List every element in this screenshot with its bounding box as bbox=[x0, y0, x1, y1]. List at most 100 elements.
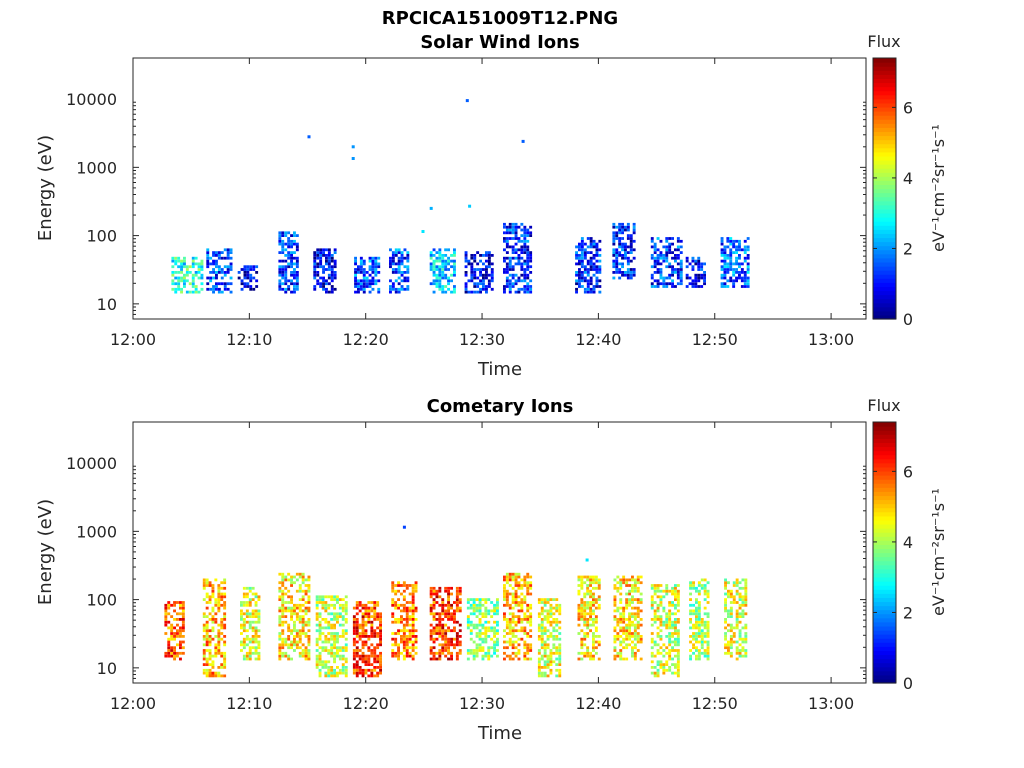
heatmap-cell bbox=[633, 618, 637, 621]
heatmap-cell bbox=[526, 651, 530, 655]
heatmap-cell bbox=[429, 592, 433, 596]
heatmap-cell bbox=[194, 287, 198, 291]
heatmap-cell bbox=[475, 623, 479, 627]
colorbar-swatch bbox=[873, 306, 896, 312]
heatmap-cell bbox=[281, 268, 285, 271]
heatmap-cell bbox=[746, 254, 750, 257]
heatmap-cell bbox=[577, 615, 581, 618]
heatmap-cell bbox=[583, 271, 587, 274]
heatmap-cell bbox=[526, 584, 530, 587]
heatmap-cell bbox=[170, 632, 174, 635]
heatmap-cell bbox=[592, 603, 595, 607]
heatmap-cell bbox=[338, 606, 342, 610]
heatmap-cell bbox=[379, 640, 382, 644]
heatmap-cell bbox=[217, 637, 221, 641]
heatmap-cell bbox=[595, 271, 599, 274]
heatmap-cell bbox=[511, 606, 515, 610]
heatmap-cell bbox=[359, 285, 363, 288]
heatmap-cell bbox=[470, 262, 474, 266]
heatmap-cell bbox=[520, 584, 524, 587]
heatmap-cell bbox=[293, 285, 296, 288]
heatmap-cell bbox=[435, 623, 439, 627]
heatmap-cell bbox=[671, 256, 674, 260]
heatmap-cell bbox=[248, 615, 252, 618]
heatmap-cell bbox=[435, 259, 439, 263]
heatmap-cell bbox=[379, 623, 382, 627]
heatmap-cell bbox=[315, 663, 319, 666]
heatmap-cell bbox=[636, 635, 640, 638]
heatmap-cell bbox=[180, 268, 183, 271]
heatmap-cell bbox=[205, 601, 209, 604]
heatmap-cell bbox=[615, 268, 619, 271]
heatmap-cell bbox=[242, 620, 246, 624]
heatmap-cell bbox=[505, 654, 509, 658]
heatmap-cell bbox=[653, 615, 657, 618]
heatmap-cell bbox=[558, 606, 562, 610]
heatmap-cell bbox=[583, 618, 587, 621]
heatmap-cell bbox=[301, 595, 305, 599]
heatmap-cell bbox=[301, 603, 305, 607]
heatmap-cell bbox=[316, 279, 320, 283]
heatmap-cell bbox=[543, 609, 547, 613]
heatmap-cell bbox=[628, 629, 631, 633]
heatmap-cell bbox=[735, 251, 738, 254]
heatmap-cell bbox=[278, 271, 282, 274]
heatmap-cell bbox=[206, 282, 210, 286]
heatmap-cell bbox=[546, 615, 550, 618]
heatmap-cell bbox=[447, 248, 450, 252]
heatmap-cell bbox=[508, 603, 512, 607]
heatmap-cell bbox=[164, 609, 168, 613]
heatmap-cell bbox=[694, 273, 698, 277]
heatmap-cell bbox=[626, 225, 630, 229]
heatmap-cell bbox=[278, 251, 282, 254]
heatmap-cell bbox=[703, 276, 706, 280]
heatmap-cell bbox=[406, 265, 410, 269]
heatmap-cell bbox=[318, 615, 322, 618]
heatmap-cell bbox=[215, 251, 218, 254]
heatmap-cell bbox=[167, 612, 171, 616]
heatmap-cell bbox=[336, 649, 339, 652]
heatmap-cell bbox=[315, 601, 319, 604]
heatmap-cell bbox=[217, 671, 221, 675]
heatmap-cell bbox=[298, 620, 302, 624]
heatmap-cell bbox=[555, 646, 559, 650]
heatmap-cell bbox=[284, 592, 288, 596]
heatmap-cell bbox=[358, 654, 362, 658]
heatmap-cell bbox=[223, 581, 227, 585]
heatmap-cell bbox=[361, 620, 365, 624]
heatmap-cell bbox=[373, 654, 377, 658]
heatmap-cell bbox=[321, 666, 325, 669]
heatmap-cell bbox=[732, 640, 736, 644]
heatmap-cell bbox=[362, 276, 366, 280]
heatmap-cell bbox=[327, 666, 331, 669]
heatmap-cell bbox=[558, 651, 562, 655]
heatmap-cell bbox=[176, 601, 179, 604]
heatmap-cell bbox=[281, 282, 285, 286]
heatmap-cell bbox=[589, 251, 593, 254]
heatmap-cell bbox=[325, 256, 328, 260]
heatmap-cell bbox=[336, 612, 339, 616]
heatmap-cell bbox=[624, 245, 627, 249]
heatmap-cell bbox=[697, 285, 701, 288]
heatmap-cell bbox=[212, 251, 215, 254]
heatmap-cell bbox=[726, 239, 730, 243]
heatmap-cell bbox=[295, 612, 299, 616]
heatmap-cell bbox=[194, 273, 198, 277]
heatmap-cell bbox=[325, 268, 328, 271]
heatmap-cell bbox=[432, 657, 436, 661]
heatmap-cell bbox=[540, 606, 544, 610]
heatmap-cell bbox=[619, 598, 623, 601]
heatmap-cell bbox=[301, 609, 305, 613]
heatmap-cell bbox=[441, 256, 445, 260]
heatmap-cell bbox=[391, 643, 395, 647]
heatmap-cell bbox=[371, 287, 375, 291]
heatmap-cell bbox=[458, 598, 462, 601]
heatmap-cell bbox=[450, 637, 453, 641]
colorbar-swatch bbox=[873, 589, 896, 594]
heatmap-cell bbox=[484, 654, 488, 658]
heatmap-cell bbox=[735, 620, 739, 624]
heatmap-cell bbox=[639, 581, 643, 585]
heatmap-cell bbox=[624, 271, 627, 274]
heatmap-cell bbox=[625, 635, 629, 638]
heatmap-cell bbox=[211, 674, 215, 678]
